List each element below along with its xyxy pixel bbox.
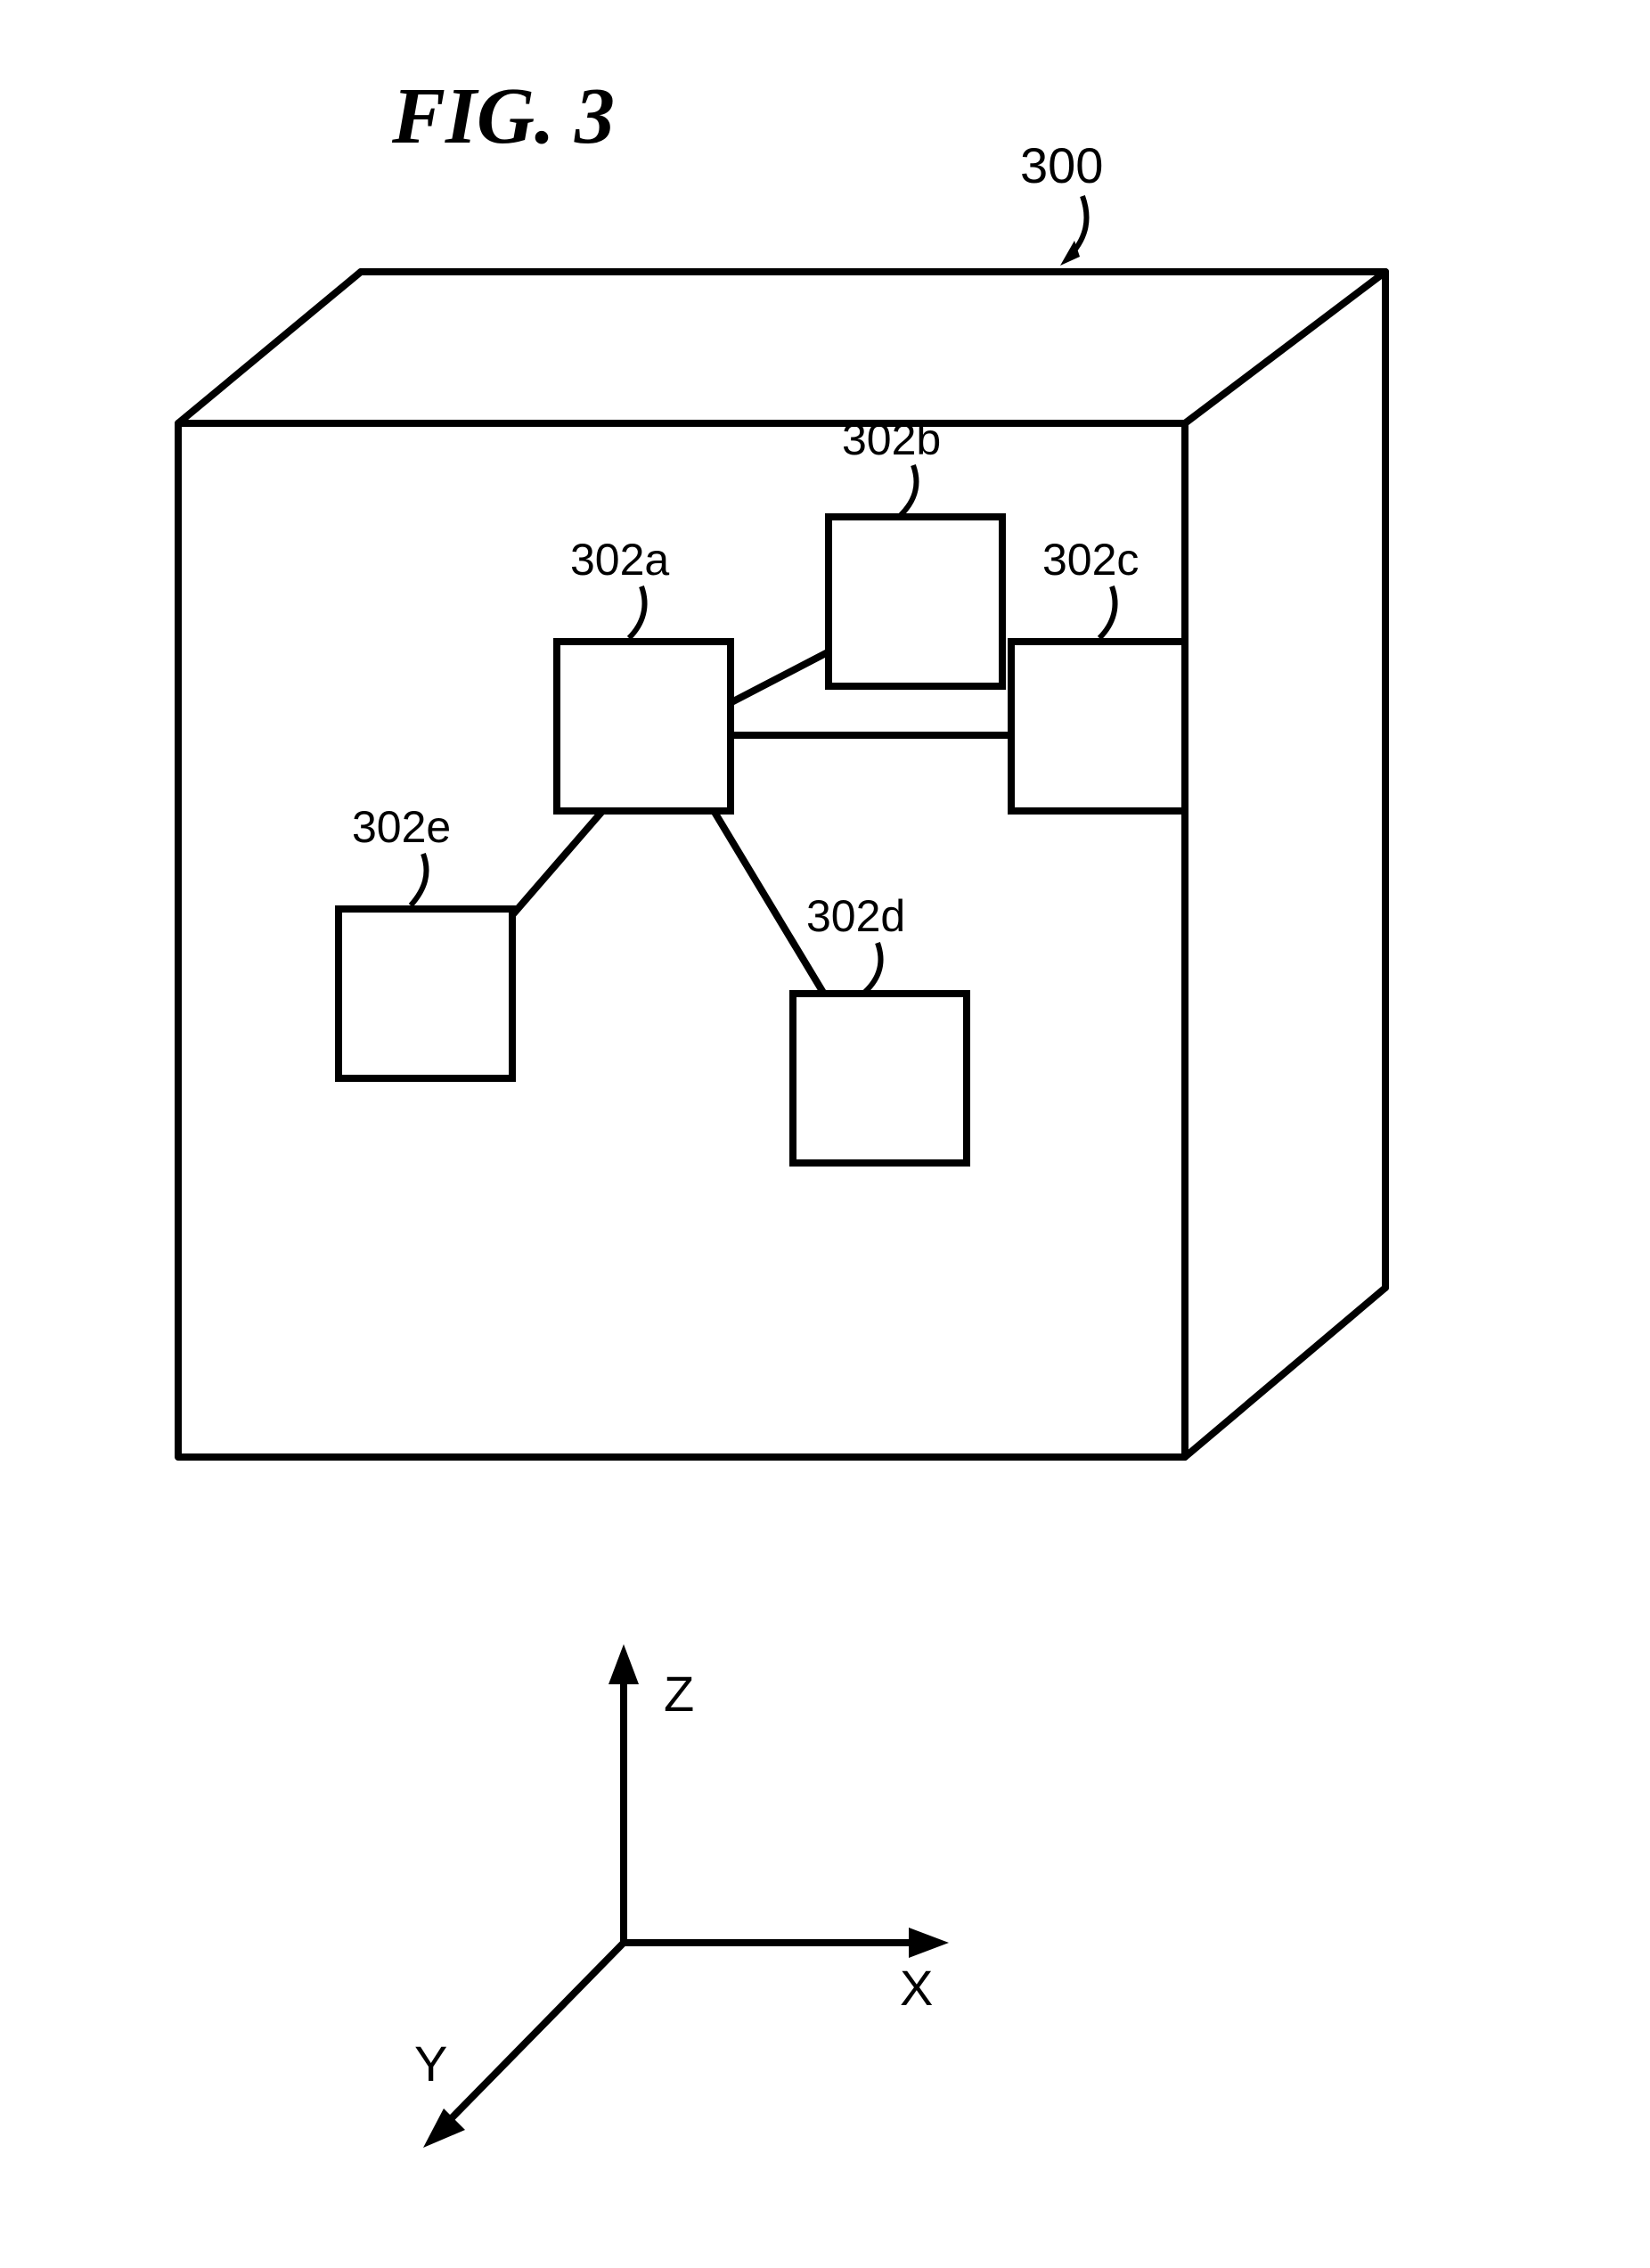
node-302a	[557, 642, 731, 811]
figure-canvas: FIG. 3 300 302a 302b 302c	[0, 0, 1650, 2268]
nodes: 302a 302b 302c 302d 302e	[339, 414, 1185, 1163]
axis-y-label: Y	[414, 2035, 447, 2092]
node-302c-hook	[1099, 586, 1115, 638]
node-302e-label: 302e	[352, 802, 451, 852]
figure-title: FIG. 3	[391, 72, 615, 160]
axis-x-label: X	[900, 1960, 933, 2016]
node-302b-label: 302b	[842, 414, 941, 464]
axis-x-arrowhead	[909, 1928, 949, 1958]
node-302a-label: 302a	[570, 535, 669, 585]
node-302e	[339, 909, 512, 1078]
volume-cube	[178, 272, 1385, 1457]
node-302d-label: 302d	[806, 891, 905, 941]
axis-z-label: Z	[664, 1666, 694, 1722]
axes: Z X Y	[414, 1644, 949, 2148]
volume-label: 300	[1020, 137, 1103, 193]
node-302c-label: 302c	[1042, 535, 1139, 585]
node-302b-hook	[901, 465, 917, 515]
node-302a-hook	[629, 586, 645, 638]
node-302d-hook	[865, 943, 881, 992]
node-302d	[793, 994, 967, 1163]
axis-z-arrowhead	[609, 1644, 639, 1684]
cube-edge-top-right	[1185, 272, 1385, 423]
cube-edge-top-left	[178, 272, 361, 423]
node-302e-hook	[411, 854, 427, 905]
node-302c	[1011, 642, 1185, 811]
node-302b	[829, 517, 1002, 686]
axis-y-line	[438, 1943, 624, 2132]
cube-front-face	[178, 423, 1185, 1457]
cube-edge-bottom-right	[1185, 1288, 1385, 1457]
